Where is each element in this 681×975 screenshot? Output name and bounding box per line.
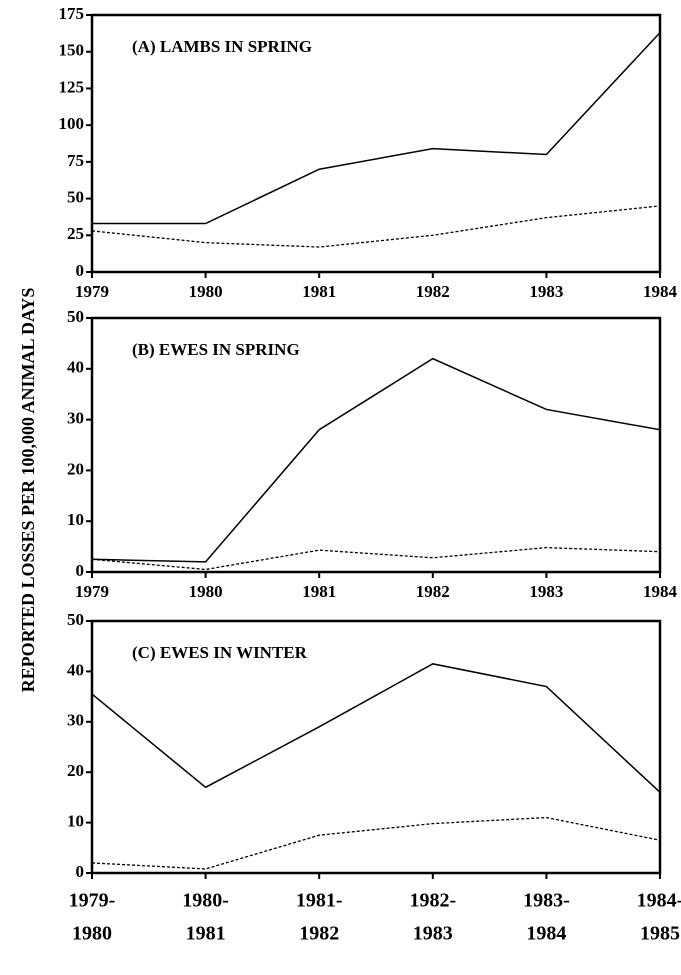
y-tick-label: 125 [59,77,85,96]
data-line [91,357,661,563]
x-tick-label: 1980- [182,890,229,912]
y-tick-label: 10 [67,510,84,529]
data-line [91,546,661,571]
x-tick-label: 1980 [72,923,112,945]
x-tick-label: 1984 [643,582,678,601]
x-tick-label: 1980 [189,282,223,301]
data-line [92,32,661,225]
data-line [91,205,661,248]
y-tick-label: 30 [67,409,84,428]
plot-frame [90,13,662,274]
y-tick-label: 40 [67,358,84,377]
y-tick-label: 25 [67,224,84,243]
y-tick-label: 0 [76,862,85,881]
x-tick-label: 1981- [296,890,343,912]
x-tick-label: 1981 [302,582,336,601]
data-line [91,816,661,870]
x-tick-label: 1981 [186,923,226,945]
y-tick-label: 20 [67,459,84,478]
panel-title: (A) LAMBS IN SPRING [132,37,312,56]
y-tick-label: 50 [67,307,84,326]
x-tick-label: 1980 [189,582,223,601]
x-tick-label: 1982 [416,282,450,301]
y-tick-label: 50 [67,610,84,629]
y-tick-label: 100 [59,114,85,133]
plot-frame [90,619,662,875]
y-tick-label: 50 [67,187,84,206]
y-tick-label: 20 [67,761,84,780]
x-tick-label: 1985 [640,923,680,945]
x-tick-label: 1983 [529,582,563,601]
y-tick-label: 175 [59,4,85,23]
x-tick-label: 1979- [69,890,116,912]
x-tick-label: 1979 [75,282,109,301]
y-tick-label: 75 [67,151,84,170]
y-tick-label: 150 [59,41,85,60]
x-tick-label: 1982- [409,890,456,912]
y-axis-label: REPORTED LOSSES PER 100,000 ANIMAL DAYS [18,288,38,693]
x-tick-label: 1979 [75,582,109,601]
plot-frame [90,316,662,574]
y-tick-label: 0 [76,261,85,280]
y-tick-label: 30 [67,711,84,730]
panel-title: (B) EWES IN SPRING [132,340,300,359]
x-tick-label: 1983 [413,923,453,945]
x-tick-label: 1984 [526,923,566,945]
x-tick-label: 1984 [643,282,678,301]
y-tick-label: 10 [67,812,84,831]
data-line [91,663,661,793]
x-tick-label: 1983- [523,890,570,912]
x-tick-label: 1983 [529,282,563,301]
y-tick-label: 0 [76,561,85,580]
y-tick-label: 40 [67,660,84,679]
x-tick-label: 1984- [637,890,681,912]
panel-title: (C) EWES IN WINTER [132,643,308,662]
x-tick-label: 1982 [299,923,339,945]
x-tick-label: 1981 [302,282,336,301]
x-tick-label: 1982 [416,582,450,601]
